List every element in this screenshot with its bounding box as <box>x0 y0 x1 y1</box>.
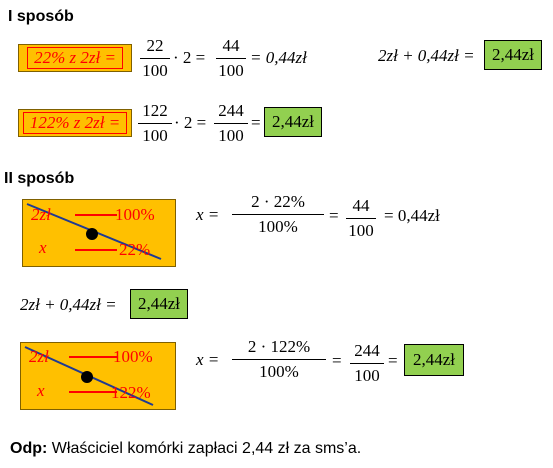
fraction-244-100: 244 100 <box>214 101 248 146</box>
fraction-44-100: 44 100 <box>216 36 246 81</box>
fraction-244-100: 244 100 <box>350 341 384 386</box>
proportion-b: 100% <box>113 347 153 366</box>
method2-heading: II sposób <box>4 170 75 187</box>
x-equals: x = <box>196 205 220 224</box>
result-box: 2,44zł <box>264 107 322 137</box>
proportion-a: 2zł <box>31 205 51 224</box>
fraction-numerator: 44 <box>352 196 370 215</box>
fraction-numerator: 22 <box>146 36 164 55</box>
fraction-2x22-100: 2 · 22% 100% <box>232 192 324 237</box>
fraction-denominator: 100 <box>142 126 168 145</box>
fraction-numerator: 44 <box>222 36 240 55</box>
fraction-denominator: 100 <box>348 221 374 240</box>
sum-expression: 2zł + 0,44zł = <box>20 295 117 314</box>
equals-sign: = <box>329 206 339 225</box>
fraction-denominator: 100% <box>259 362 299 381</box>
fraction-numerator: 244 <box>354 341 380 360</box>
proportion-a: 2zł <box>29 347 49 366</box>
fraction-2x122-100: 2 · 122% 100% <box>232 337 326 382</box>
percent-of-box-122: 122% z 2zł = <box>18 109 132 137</box>
proportion-c: x <box>39 238 47 257</box>
equals-sign: = <box>388 351 398 370</box>
times-two: · 2 = <box>173 48 206 67</box>
sum-expression: 2zł + 0,44zł = <box>378 46 475 65</box>
equals-sign: = <box>332 351 342 370</box>
proportion-b: 100% <box>115 205 155 224</box>
percent-of-text: 122% z 2zł = <box>22 112 128 134</box>
x-equals: x = <box>196 350 220 369</box>
proportion-d: 22% <box>119 240 151 259</box>
fraction-22-100: 22 100 <box>140 36 170 81</box>
fraction-denominator: 100 <box>354 366 380 385</box>
answer-text: Właściciel komórki zapłaci 2,44 zł za sm… <box>51 440 362 457</box>
cross-multiply-diagram <box>24 346 154 406</box>
fraction-denominator: 100% <box>258 217 298 236</box>
sum-result-box: 2,44zł <box>130 289 188 319</box>
sum-result-box: 2,44zł <box>484 40 542 70</box>
percent-of-text: 22% z 2zł = <box>27 47 123 69</box>
fraction-numerator: 122 <box>142 101 168 120</box>
equals-sign: = <box>251 113 261 132</box>
times-two: · 2 = <box>174 113 207 132</box>
result-text: = 0,44zł <box>384 206 440 225</box>
cross-multiply-diagram <box>26 203 162 260</box>
fraction-numerator: 2 · 122% <box>247 337 311 356</box>
proportion-d: 122% <box>111 383 151 402</box>
fraction-122-100: 122 100 <box>138 101 172 146</box>
method1-heading: I sposób <box>8 8 74 25</box>
proportion-box-122: 2zł 100% x 122% <box>20 342 176 410</box>
fraction-denominator: 100 <box>218 126 244 145</box>
result-text: = 0,44zł <box>250 48 307 67</box>
fraction-numerator: 244 <box>218 101 244 120</box>
answer-label: Odp: <box>10 440 48 457</box>
fraction-numerator: 2 · 22% <box>251 192 305 211</box>
fraction-44-100: 44 100 <box>346 196 376 241</box>
fraction-denominator: 100 <box>218 61 244 80</box>
answer-line: Odp: Właściciel komórki zapłaci 2,44 zł … <box>10 440 361 458</box>
proportion-box-22: 2zł 100% x 22% <box>22 199 176 267</box>
proportion-c: x <box>37 381 45 400</box>
result-box: 2,44zł <box>404 344 464 376</box>
percent-of-box-22: 22% z 2zł = <box>18 44 132 72</box>
fraction-denominator: 100 <box>142 61 168 80</box>
